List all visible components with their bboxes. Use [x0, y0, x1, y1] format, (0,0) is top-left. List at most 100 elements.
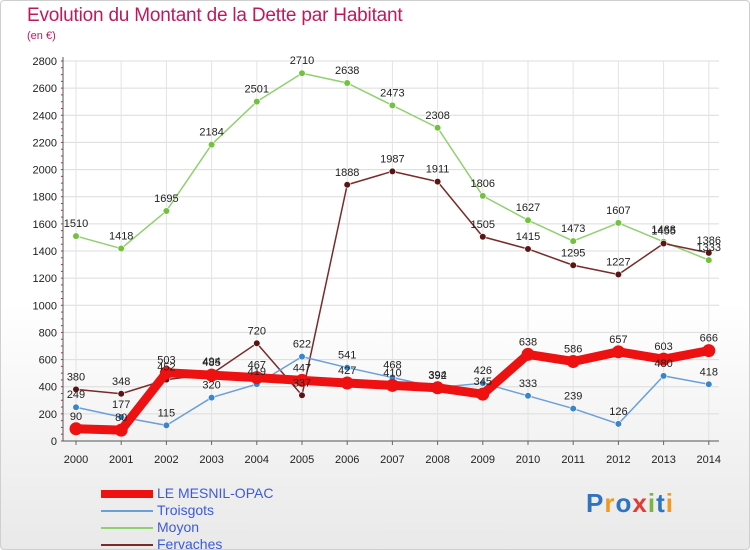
- data-label-fervaches: 380: [67, 371, 85, 383]
- data-label-moyon: 2308: [425, 110, 449, 122]
- data-point-fervaches: [614, 270, 623, 279]
- y-tick-label: 0: [51, 436, 57, 448]
- y-tick-label: 2600: [33, 83, 57, 95]
- data-label-troisgots: 249: [67, 389, 85, 401]
- data-label-fervaches: 1415: [516, 231, 540, 243]
- proxiti-logo: Proxiti: [586, 488, 674, 519]
- data-label-layer: 1510 1418 1695 2184 2501 2710 2638 2473 2308 1806…: [64, 55, 721, 424]
- data-point-fervaches: [479, 233, 487, 241]
- data-label-moyon: 2501: [245, 84, 269, 96]
- data-point-le-mesnil-opac: [205, 368, 219, 382]
- data-point-le-mesnil-opac: [250, 371, 264, 385]
- x-tick-label: 2001: [109, 454, 133, 466]
- data-label-fervaches: 1505: [471, 219, 495, 231]
- chart-title: Evolution du Montant de la Dette par Hab…: [27, 5, 403, 26]
- legend-label: Fervaches: [157, 536, 223, 550]
- data-point-troisgots: [117, 413, 125, 421]
- data-point-fervaches: [524, 245, 532, 253]
- x-tick-label: 2013: [651, 454, 675, 466]
- data-label-moyon: 2184: [199, 127, 223, 139]
- x-tick-label: 2003: [199, 454, 223, 466]
- data-label-fervaches: 1455: [651, 226, 675, 238]
- data-point-moyon: [162, 207, 170, 215]
- data-label-moyon: 2710: [290, 55, 314, 67]
- logo-letter: r: [604, 488, 616, 518]
- data-point-fervaches: [117, 390, 125, 398]
- data-point-moyon: [434, 124, 442, 132]
- x-tick-label: 2004: [245, 454, 269, 466]
- y-tick-label: 1600: [33, 219, 57, 231]
- series-layer: [69, 69, 716, 437]
- data-point-moyon: [614, 219, 623, 227]
- data-label-le-mesnil-opac: 657: [609, 334, 627, 346]
- data-point-le-mesnil-opac: [566, 354, 580, 368]
- y-tick-label: 2000: [33, 165, 57, 177]
- data-label-le-mesnil-opac: 485: [202, 357, 220, 369]
- data-point-moyon: [72, 232, 80, 240]
- data-point-troisgots: [659, 372, 668, 380]
- y-tick-label: 1200: [33, 273, 57, 285]
- y-tick-label: 800: [39, 327, 57, 339]
- data-label-le-mesnil-opac: 80: [115, 412, 127, 424]
- data-label-troisgots: 468: [383, 359, 401, 371]
- data-point-troisgots: [524, 392, 532, 400]
- x-tick-label: 2014: [697, 454, 721, 466]
- data-point-moyon: [253, 97, 261, 106]
- chart-subtitle: (en €): [27, 30, 56, 42]
- data-point-troisgots: [569, 404, 577, 413]
- data-label-troisgots: 426: [474, 365, 492, 377]
- data-label-le-mesnil-opac: 447: [293, 362, 311, 374]
- data-point-le-mesnil-opac: [295, 373, 309, 387]
- x-tick-label: 2005: [290, 454, 314, 466]
- x-tick-label: 2006: [335, 454, 359, 466]
- data-point-le-mesnil-opac: [702, 344, 716, 358]
- data-label-troisgots: 177: [112, 399, 130, 411]
- legend-swatch: [101, 544, 153, 546]
- data-point-fervaches: [569, 261, 577, 269]
- data-point-moyon: [705, 256, 713, 264]
- x-tick-label: 2009: [471, 454, 495, 466]
- data-label-moyon: 1607: [606, 205, 630, 217]
- x-tick-label: 2010: [516, 454, 540, 466]
- data-label-le-mesnil-opac: 345: [474, 376, 492, 388]
- x-tick-label: 2000: [64, 454, 88, 466]
- data-label-le-mesnil-opac: 392: [428, 370, 446, 382]
- legend-swatch: [101, 527, 153, 529]
- data-label-moyon: 1468: [651, 224, 675, 236]
- data-label-fervaches: 1295: [561, 247, 585, 259]
- data-point-moyon: [298, 69, 306, 77]
- data-label-troisgots: 541: [338, 350, 356, 362]
- data-label-le-mesnil-opac: 90: [70, 411, 82, 423]
- data-point-le-mesnil-opac: [431, 381, 445, 395]
- axis-layer: 0 200 400 600 800 1000 1200 1400 1600 1800 2000 220…: [33, 56, 722, 466]
- data-point-troisgots: [162, 421, 170, 429]
- data-label-troisgots: 622: [293, 339, 311, 351]
- data-label-troisgots: 320: [202, 380, 220, 392]
- data-label-le-mesnil-opac: 666: [700, 333, 718, 345]
- legend-label: Moyon: [157, 519, 200, 535]
- data-label-fervaches: 1987: [380, 153, 404, 165]
- x-tick-label: 2007: [380, 454, 404, 466]
- data-label-fervaches: 494: [202, 356, 220, 368]
- y-tick-label: 400: [39, 382, 57, 394]
- data-label-le-mesnil-opac: 467: [248, 360, 266, 372]
- data-point-troisgots: [72, 403, 80, 411]
- legend-swatch: [101, 510, 153, 512]
- data-label-le-mesnil-opac: 638: [519, 336, 537, 348]
- data-label-fervaches: 720: [248, 325, 266, 337]
- data-label-troisgots: 418: [700, 366, 718, 378]
- data-label-troisgots: 239: [564, 391, 582, 403]
- x-tick-label: 2002: [154, 454, 178, 466]
- data-point-le-mesnil-opac: [114, 423, 128, 437]
- logo-letter: x: [632, 488, 648, 518]
- data-point-fervaches: [659, 239, 668, 248]
- data-point-troisgots: [298, 352, 306, 361]
- data-point-le-mesnil-opac: [611, 345, 625, 359]
- data-label-fervaches: 348: [112, 376, 130, 388]
- data-label-moyon: 1510: [64, 218, 88, 230]
- legend-label: LE MESNIL-OPAC: [157, 485, 274, 501]
- data-label-moyon: 2638: [335, 65, 359, 77]
- data-point-fervaches: [253, 339, 261, 347]
- data-label-fervaches: 452: [157, 362, 175, 374]
- data-label-le-mesnil-opac: 427: [338, 365, 356, 377]
